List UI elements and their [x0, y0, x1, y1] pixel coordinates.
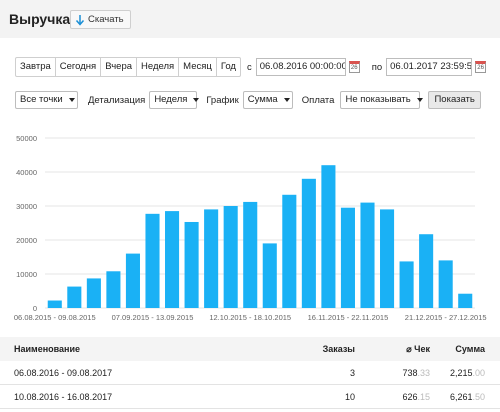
page-title: Выручка	[9, 11, 71, 27]
detail-select[interactable]: Неделя	[149, 91, 200, 109]
row-sum-decimal: .50	[472, 391, 485, 402]
date-range-row: Завтра Сегодня Вчера Неделя Месяц Год с …	[15, 57, 487, 77]
row-check-integer: 738	[402, 367, 418, 378]
bar	[458, 293, 473, 308]
points-select[interactable]: Все точки	[15, 91, 78, 109]
bar	[204, 209, 219, 308]
chevron-down-icon	[68, 98, 75, 102]
calendar-from-icon[interactable]: 26	[348, 61, 360, 73]
bar	[125, 253, 140, 308]
show-button[interactable]: Показать	[428, 91, 481, 109]
download-arrow-icon	[75, 14, 85, 26]
detail-select-value: Неделя	[154, 94, 188, 105]
row-orders: 3	[349, 367, 355, 378]
row-average-check: 738.33	[355, 368, 430, 378]
date-from-input[interactable]: 06.08.2016 00:00:00	[255, 58, 346, 76]
bar	[301, 178, 316, 308]
row-sum-decimal: .00	[472, 367, 485, 378]
bar	[321, 165, 336, 308]
x-tick-label: 12.10.2015 - 18.10.2015	[209, 313, 291, 322]
period-year-button[interactable]: Год	[220, 61, 236, 72]
chart-type-select-value: Сумма	[247, 94, 278, 105]
y-tick-label: 0	[33, 304, 37, 313]
row-check-decimal: .15	[417, 391, 430, 402]
period-yesterday-button[interactable]: Вчера	[101, 58, 138, 76]
period-today-button[interactable]: Сегодня	[56, 58, 102, 76]
bar	[360, 202, 375, 308]
header-average-check: ⌀ Чек	[406, 343, 430, 354]
x-tick-label: 06.08.2015 - 09.08.2015	[14, 313, 96, 322]
y-tick-label: 10000	[16, 270, 37, 279]
table-header: Наименование Заказы ⌀ Чек Сумма	[0, 337, 500, 361]
bar	[106, 271, 121, 308]
bar	[399, 261, 414, 308]
period-month-button[interactable]: Месяц	[179, 58, 217, 76]
bar	[438, 260, 453, 308]
revenue-table: Наименование Заказы ⌀ Чек Сумма 06.08.20…	[0, 337, 500, 409]
chevron-down-icon	[416, 98, 423, 102]
download-button[interactable]: Скачать	[70, 10, 131, 29]
calendar-to-icon[interactable]: 26	[475, 61, 487, 73]
points-select-value: Все точки	[20, 94, 63, 105]
row-sum: 2,215.00	[430, 368, 485, 378]
bar	[86, 278, 101, 308]
chevron-down-icon	[193, 98, 200, 102]
bar	[419, 234, 434, 308]
row-sum-integer: 2,215	[449, 367, 473, 378]
bar	[282, 194, 297, 308]
chart-type-select[interactable]: Сумма	[242, 91, 293, 109]
bar	[223, 206, 238, 308]
table-row[interactable]: 06.08.2016 - 09.08.2017 3 738.33 2,215.0…	[0, 361, 500, 385]
bar	[184, 221, 199, 308]
revenue-bar-chart: 0 10000 20000 30000 40000 50000 06.08.2015 - 0…	[14, 134, 487, 322]
row-sum: 6,261.50	[430, 392, 485, 402]
bar	[165, 211, 180, 308]
y-tick-label: 30000	[16, 202, 37, 211]
bar	[340, 207, 355, 308]
bar	[262, 243, 277, 308]
row-check-decimal: .33	[417, 367, 430, 378]
row-sum-integer: 6,261	[449, 391, 473, 402]
row-orders: 10	[344, 391, 355, 402]
row-average-check: 626.15	[355, 392, 430, 402]
bar	[380, 209, 395, 308]
to-label: по	[371, 61, 383, 73]
y-tick-label: 40000	[16, 168, 37, 177]
header-name: Наименование	[14, 344, 81, 354]
bar	[47, 300, 62, 308]
chevron-down-icon	[283, 98, 290, 102]
period-tomorrow-button[interactable]: Завтра	[16, 58, 56, 76]
bar	[145, 213, 160, 308]
bar	[243, 201, 258, 308]
period-button-group: Завтра Сегодня Вчера Неделя Месяц Год	[15, 57, 241, 77]
table-row[interactable]: 10.08.2016 - 16.08.2017 10 626.15 6,261.…	[0, 385, 500, 409]
row-name: 10.08.2016 - 16.08.2017	[14, 391, 113, 402]
payment-select[interactable]: Не показывать	[340, 91, 423, 109]
date-to-input[interactable]: 06.01.2017 23:59:59	[386, 58, 473, 76]
row-name: 06.08.2016 - 09.08.2017	[14, 367, 113, 378]
chart-type-label: График	[206, 94, 239, 106]
bar	[67, 286, 82, 308]
detail-label: Детализация	[88, 94, 146, 106]
x-tick-label: 16.11.2015 - 22.11.2015	[308, 313, 389, 322]
x-tick-label: 07.09.2015 - 13.09.2015	[112, 313, 194, 322]
row-check-integer: 626	[402, 391, 418, 402]
header-sum: Сумма	[455, 344, 485, 354]
x-tick-label: 21.12.2015 - 27.12.2015	[405, 313, 487, 322]
y-tick-label: 50000	[16, 134, 37, 143]
filter-row: Все точки Детализация Неделя График Сумм…	[15, 91, 481, 109]
from-label: с	[246, 61, 252, 73]
payment-label: Оплата	[301, 94, 335, 106]
download-button-label: Скачать	[88, 14, 124, 25]
period-week-button[interactable]: Неделя	[137, 58, 180, 76]
header-orders: Заказы	[322, 344, 355, 354]
payment-select-value: Не показывать	[345, 94, 411, 105]
y-tick-label: 20000	[16, 236, 37, 245]
